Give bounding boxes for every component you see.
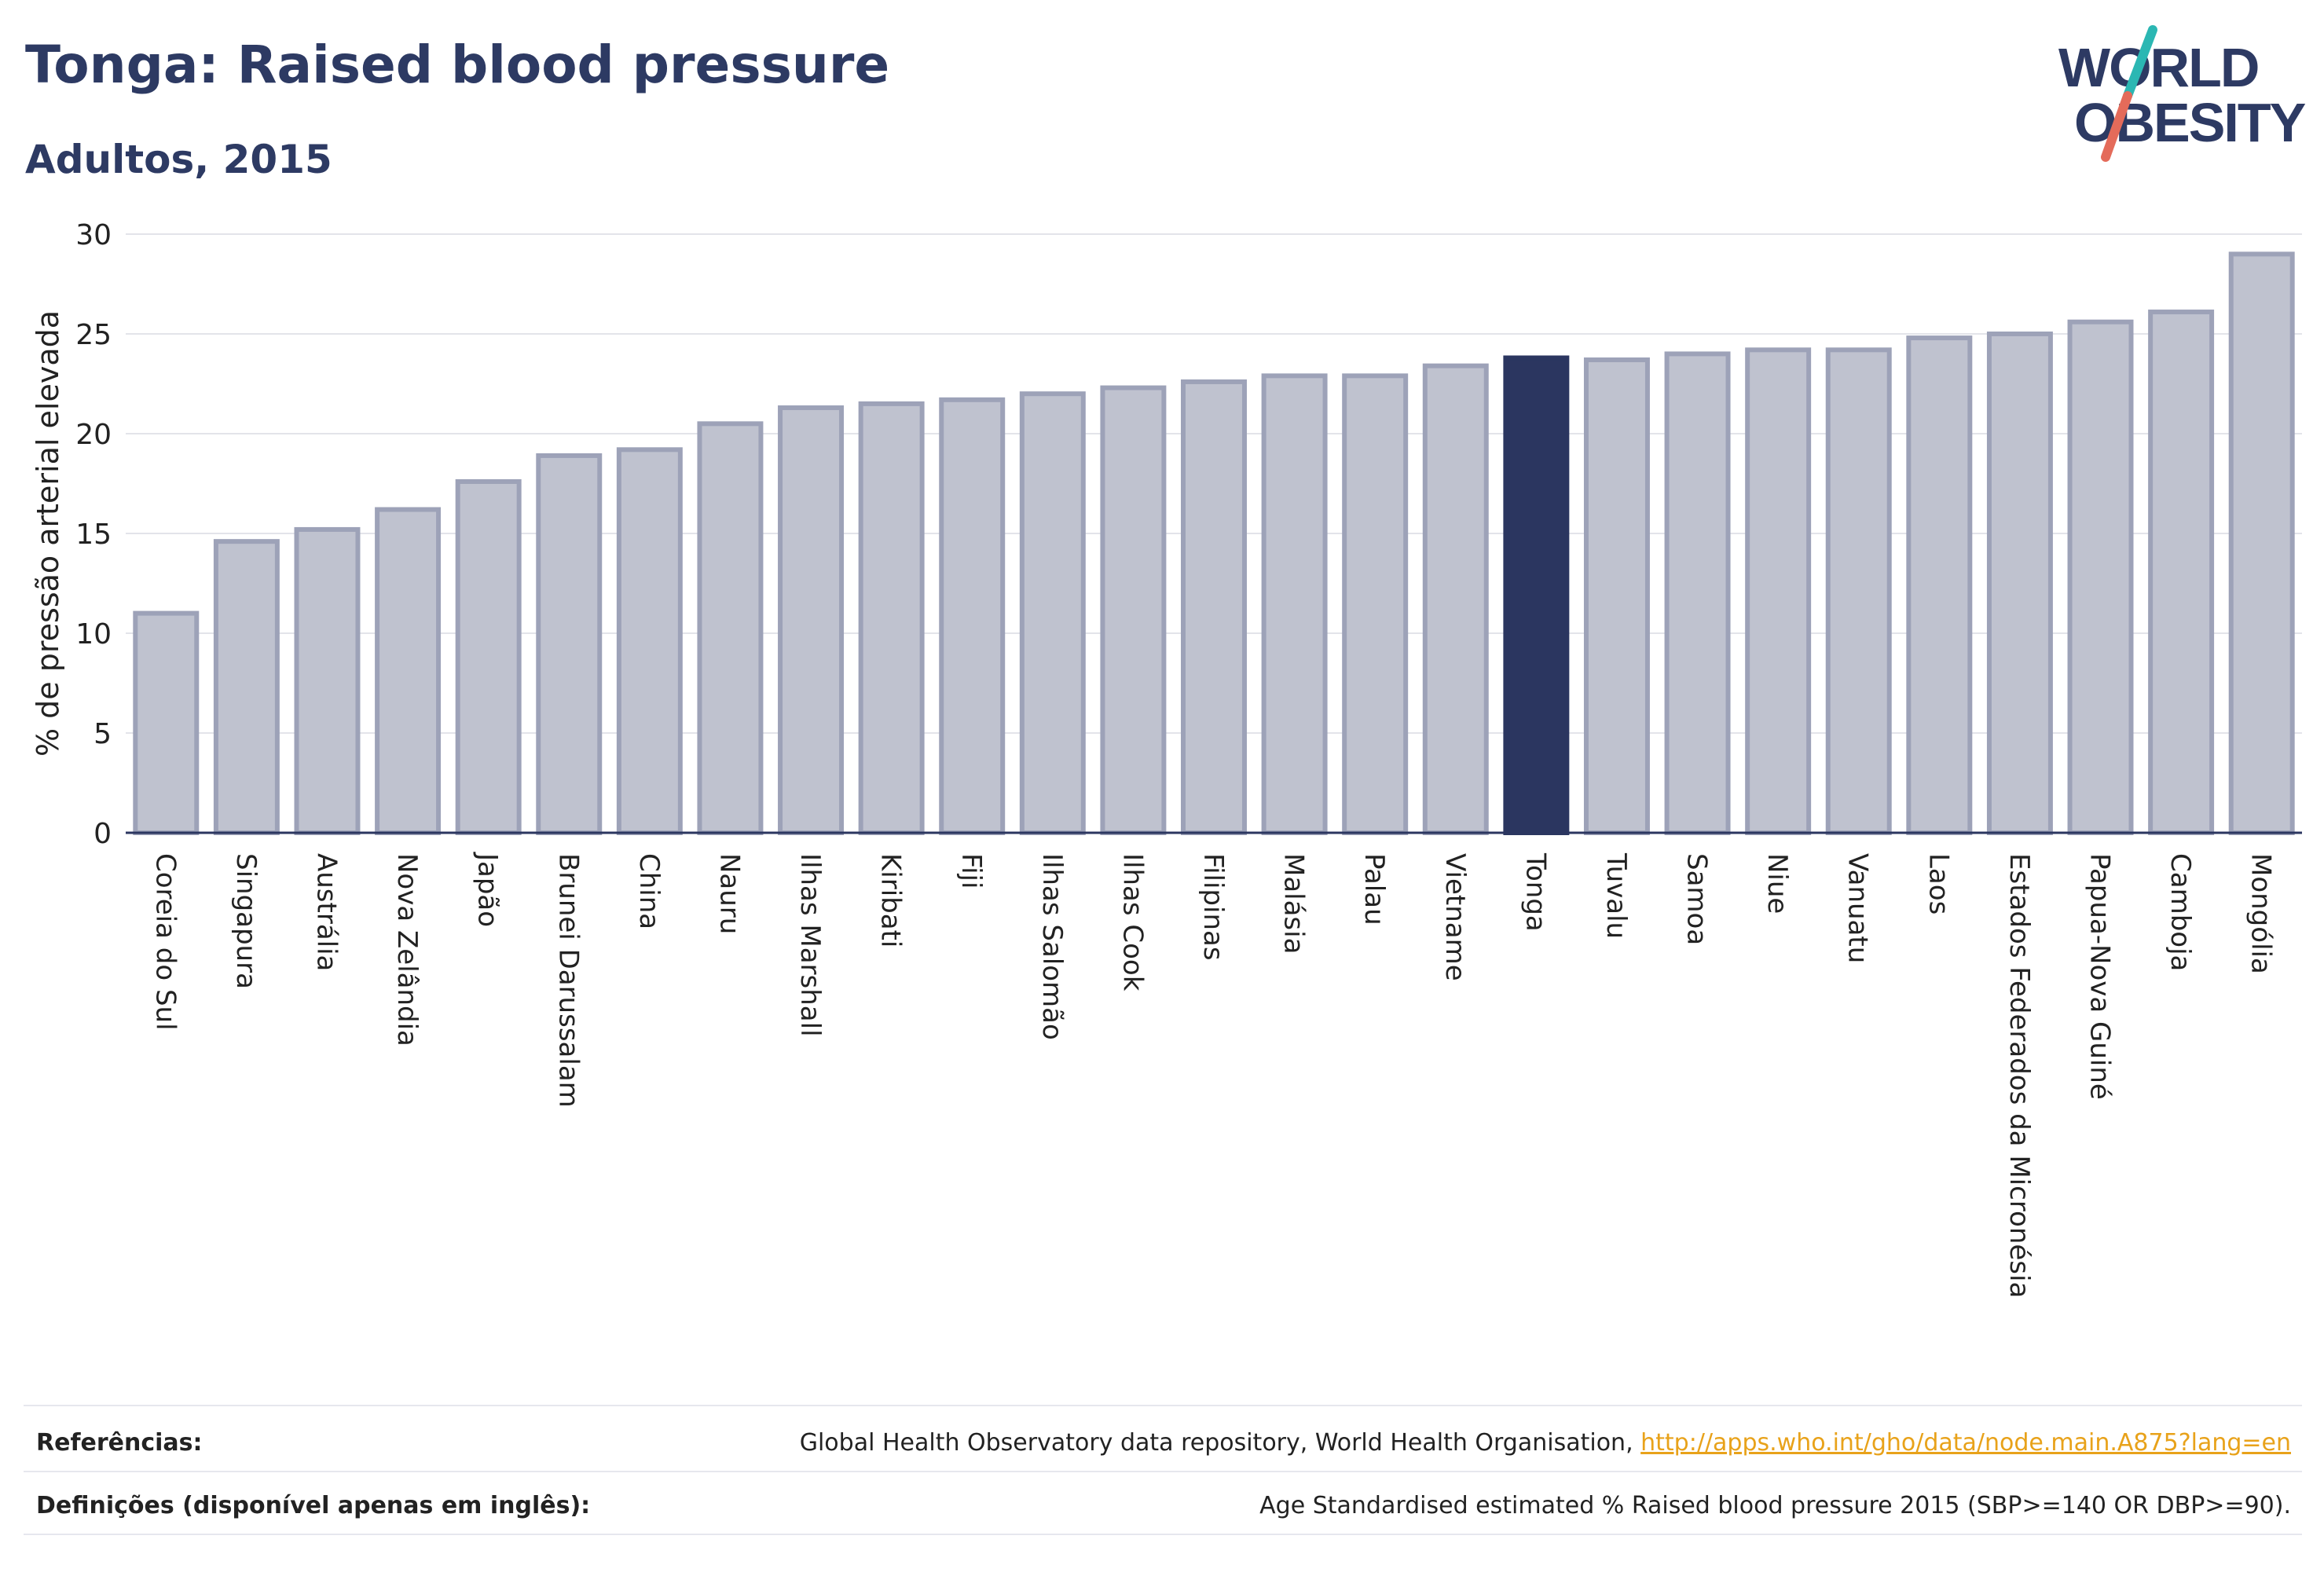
x-tick-label: Ilhas Salomão	[1036, 853, 1068, 1040]
bar	[213, 539, 280, 835]
bar	[294, 526, 361, 835]
chart-subtitle: Adultos, 2015	[25, 137, 332, 182]
references-value: Global Health Observatory data repositor…	[800, 1429, 2291, 1457]
bar	[536, 453, 603, 835]
bar-chart: 0 5 10 15 20 25 30 Coreia do Sul Singapura Austr…	[31, 219, 2302, 1298]
x-tick-label: Tonga	[1519, 852, 1551, 932]
bar	[375, 507, 442, 836]
y-axis-label: % de pressão arterial elevada	[31, 310, 65, 757]
x-tick-label: Tuvalu	[1600, 852, 1632, 939]
bar	[133, 610, 200, 835]
y-tick-label: 20	[75, 419, 112, 451]
bar	[939, 397, 1006, 835]
bar	[1906, 335, 1973, 835]
references-link[interactable]: http://apps.who.int/gho/data/node.main.A…	[1640, 1428, 2291, 1457]
bar	[2228, 251, 2295, 835]
x-tick-label: Samoa	[1681, 853, 1713, 945]
x-tick-label: Papua-Nova Guiné	[2084, 853, 2116, 1100]
x-tick-label: Coreia do Sul	[149, 853, 181, 1031]
bar	[1825, 347, 1892, 835]
references-label: Referências:	[36, 1428, 203, 1457]
y-tick-label: 25	[75, 319, 112, 351]
x-tick-label: Kiribati	[875, 853, 907, 947]
x-tick-label: Estados Federados da Micronésia	[2003, 853, 2035, 1298]
x-tick-label: Fiji	[955, 853, 987, 889]
y-axis-ticks: 0 5 10 15 20 25 30	[75, 219, 112, 850]
y-tick-label: 5	[93, 718, 112, 750]
x-tick-label: Austrália	[310, 853, 342, 971]
bar	[778, 405, 845, 835]
bar	[1422, 363, 1489, 835]
bar	[1583, 357, 1650, 835]
bar	[1100, 385, 1167, 835]
x-tick-label: Japão	[472, 852, 504, 927]
bar	[1664, 351, 1731, 835]
x-tick-label: Camboja	[2165, 853, 2196, 971]
x-axis-ticks: Coreia do Sul Singapura Austrália Nova Zelâ…	[149, 852, 2276, 1298]
logo-slash-teal	[2123, 25, 2157, 101]
y-tick-label: 15	[75, 519, 112, 551]
definitions-text: Age Standardised estimated % Raised bloo…	[1259, 1491, 2291, 1519]
bar	[2067, 319, 2134, 835]
logo-slash-red	[2101, 91, 2132, 162]
logo-text-line1: WORLD	[2058, 37, 2258, 98]
x-tick-label: China	[633, 853, 665, 929]
x-tick-label: Mongólia	[2245, 853, 2277, 974]
footer-divider-middle	[24, 1471, 2302, 1472]
bar	[616, 447, 683, 835]
bar	[1019, 391, 1086, 835]
x-tick-label: Singapura	[230, 853, 262, 989]
x-tick-label: Vietname	[1439, 853, 1471, 981]
x-tick-label: Ilhas Marshall	[794, 853, 826, 1037]
bar	[858, 401, 925, 835]
bars	[133, 251, 2295, 836]
bar	[1261, 373, 1328, 835]
x-tick-label: Nauru	[713, 853, 745, 934]
footer-references-row: Referências: Global Health Observatory d…	[36, 1419, 2291, 1466]
y-tick-label: 0	[93, 818, 112, 850]
references-text: Global Health Observatory data repositor…	[799, 1428, 1641, 1457]
x-tick-label: Ilhas Cook	[1116, 853, 1148, 991]
bar	[2148, 310, 2215, 835]
footer-divider-top	[24, 1405, 2302, 1406]
x-tick-label: Filipinas	[1197, 853, 1229, 961]
definitions-label: Definições (disponível apenas em inglês)…	[36, 1491, 591, 1519]
y-tick-label: 30	[75, 219, 112, 251]
bar	[697, 421, 764, 835]
bar	[1181, 379, 1247, 835]
x-tick-label: Brunei Darussalam	[552, 853, 584, 1108]
world-obesity-logo: WORLD OBESITY	[2058, 25, 2308, 162]
x-tick-label: Niue	[1761, 853, 1793, 914]
bar	[455, 478, 522, 836]
x-tick-label: Malásia	[1278, 853, 1310, 954]
bar	[1342, 373, 1409, 835]
x-tick-label: Palau	[1358, 853, 1390, 925]
bar	[1745, 347, 1812, 835]
bar	[1986, 332, 2053, 835]
x-tick-label: Vanuatu	[1842, 853, 1874, 963]
footer-divider-bottom	[24, 1534, 2302, 1535]
y-tick-label: 10	[75, 618, 112, 651]
x-tick-label: Laos	[1923, 853, 1954, 914]
chart-title: Tonga: Raised blood pressure	[25, 35, 890, 95]
x-tick-label: Nova Zelândia	[391, 853, 423, 1046]
footer-definitions-row: Definições (disponível apenas em inglês)…	[36, 1482, 2291, 1529]
bar	[1503, 355, 1570, 836]
